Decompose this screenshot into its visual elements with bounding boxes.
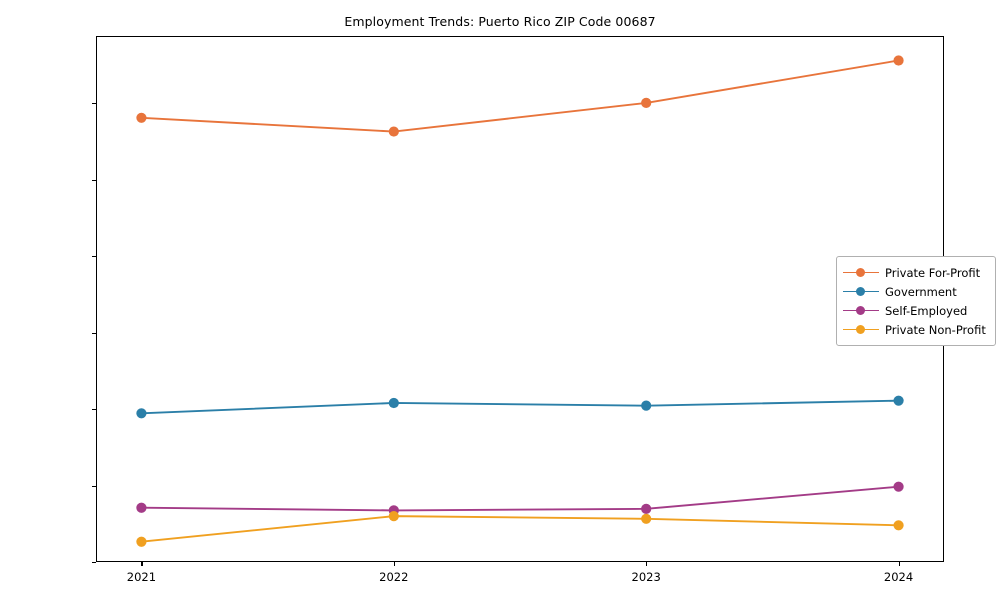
legend-swatch-icon [843, 266, 879, 280]
y-axis-tick-mark [92, 179, 96, 181]
data-point [641, 97, 652, 108]
legend-item-label: Private For-Profit [885, 265, 981, 280]
series-line [140, 399, 900, 415]
legend-item-label: Self-Employed [885, 303, 968, 318]
data-point [641, 400, 652, 411]
legend-item[interactable]: Government [843, 282, 986, 301]
x-axis-tick-mark [646, 562, 648, 566]
y-axis-tick-mark [92, 409, 96, 411]
series-canvas [136, 55, 904, 547]
x-axis-tick-mark [898, 562, 900, 566]
data-point [136, 536, 147, 547]
series-line [140, 515, 900, 543]
y-axis-tick-mark [92, 332, 96, 334]
data-point [893, 520, 904, 531]
data-point [641, 513, 652, 524]
legend-item-label: Government [885, 284, 957, 299]
data-point [893, 55, 904, 66]
data-point [388, 397, 399, 409]
legend-swatch-icon [843, 285, 879, 299]
x-axis-tick-label: 2024 [883, 570, 914, 584]
x-axis-tick-label: 2023 [631, 570, 661, 584]
legend-swatch-icon [843, 304, 879, 318]
series-private-non-profit [136, 511, 904, 547]
y-axis-tick-mark [92, 103, 96, 105]
data-point [893, 395, 904, 406]
data-point [136, 112, 147, 123]
legend-swatch-icon [843, 323, 879, 337]
plot-area [96, 36, 944, 562]
data-point [136, 502, 147, 513]
series-self-employed [136, 481, 904, 516]
chart-title: Employment Trends: Puerto Rico ZIP Code … [344, 14, 656, 29]
legend-item[interactable]: Private Non-Profit [843, 320, 986, 339]
y-axis-tick-mark [92, 485, 96, 487]
series-private-for-profit [136, 55, 904, 137]
data-point [893, 481, 904, 492]
x-axis-tick-label: 2022 [379, 570, 409, 584]
series-line [140, 485, 900, 512]
legend-item[interactable]: Self-Employed [843, 301, 986, 320]
series-government [136, 395, 904, 419]
x-axis-tick-mark [141, 562, 143, 566]
x-axis-tick-label: 2021 [126, 570, 157, 584]
data-point [136, 408, 147, 419]
x-axis-tick-mark [393, 562, 395, 566]
legend-item[interactable]: Private For-Profit [843, 263, 986, 282]
legend-item-label: Private Non-Profit [885, 322, 986, 337]
y-axis-tick-mark [92, 256, 96, 258]
data-point [388, 126, 399, 137]
chart-legend: Private For-Profit Government Self-Employe… [836, 256, 996, 346]
series-line [140, 59, 900, 133]
data-point [641, 503, 652, 514]
y-axis-tick-mark [92, 562, 96, 564]
data-point [388, 511, 399, 522]
